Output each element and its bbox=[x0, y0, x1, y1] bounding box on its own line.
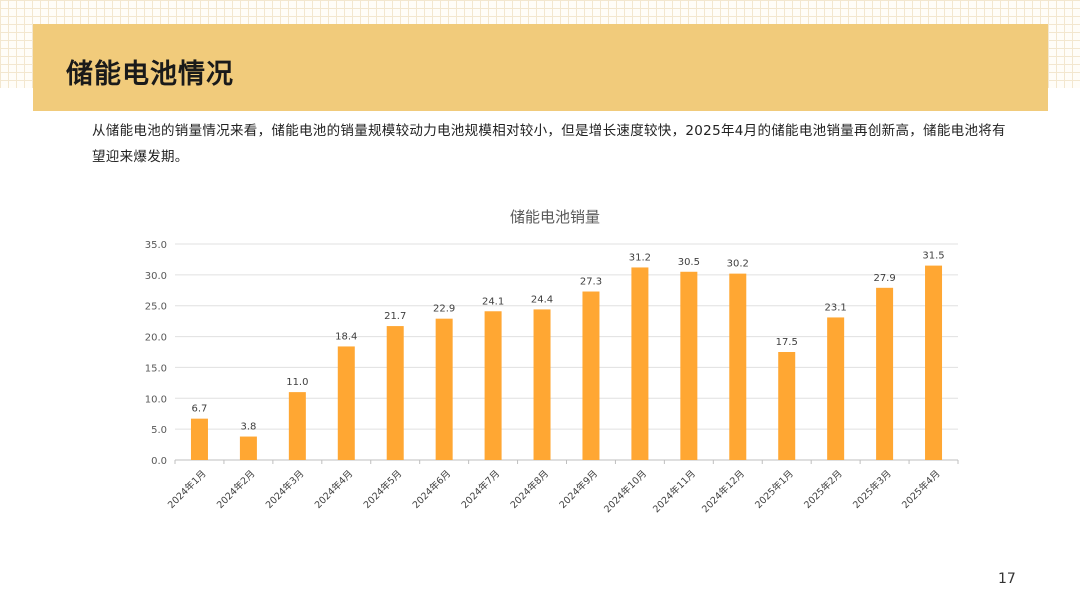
data-label: 21.7 bbox=[384, 311, 406, 322]
y-tick-label: 25.0 bbox=[145, 302, 167, 313]
bar bbox=[386, 326, 404, 460]
bar bbox=[631, 267, 649, 460]
x-tick-label: 2024年5月 bbox=[361, 468, 404, 511]
x-tick-label: 2024年6月 bbox=[410, 468, 453, 511]
x-tick-label: 2024年11月 bbox=[650, 468, 698, 516]
page-title: 储能电池情况 bbox=[66, 59, 234, 90]
y-tick-label: 0.0 bbox=[151, 456, 167, 467]
bar bbox=[337, 346, 355, 460]
x-tick-label: 2024年2月 bbox=[214, 468, 257, 511]
bar bbox=[484, 311, 502, 460]
x-tick-label: 2025年2月 bbox=[801, 468, 844, 511]
data-label: 11.0 bbox=[286, 377, 308, 388]
description-text: 从储能电池的销量情况来看，储能电池的销量规模较动力电池规模相对较小，但是增长速度… bbox=[92, 123, 1006, 165]
y-tick-label: 15.0 bbox=[145, 363, 167, 374]
data-label: 30.5 bbox=[678, 257, 700, 268]
bar bbox=[680, 271, 698, 460]
y-tick-label: 5.0 bbox=[151, 425, 167, 436]
x-tick-label: 2025年1月 bbox=[753, 468, 796, 511]
bar bbox=[925, 265, 943, 460]
y-tick-label: 10.0 bbox=[145, 394, 167, 405]
data-label: 27.3 bbox=[580, 277, 602, 288]
data-label: 31.2 bbox=[629, 252, 651, 263]
title-band bbox=[33, 24, 1048, 111]
bar bbox=[876, 287, 894, 460]
bar bbox=[729, 273, 747, 460]
data-label: 30.2 bbox=[727, 259, 749, 270]
data-label: 24.4 bbox=[531, 294, 553, 305]
x-tick-label: 2024年12月 bbox=[699, 468, 747, 516]
x-tick-label: 2024年9月 bbox=[557, 468, 600, 511]
bar bbox=[533, 309, 551, 460]
bar bbox=[190, 418, 208, 460]
data-label: 6.7 bbox=[192, 404, 208, 415]
bar bbox=[778, 352, 796, 460]
page-number: 17 bbox=[998, 571, 1016, 587]
bar bbox=[827, 317, 845, 460]
data-label: 24.1 bbox=[482, 296, 504, 307]
data-label: 22.9 bbox=[433, 304, 455, 315]
data-label: 31.5 bbox=[922, 251, 944, 262]
x-tick-label: 2024年4月 bbox=[312, 468, 355, 511]
data-label: 27.9 bbox=[873, 273, 895, 284]
x-tick-label: 2025年4月 bbox=[899, 468, 942, 511]
bar bbox=[288, 392, 306, 460]
bar bbox=[239, 436, 257, 460]
data-label: 18.4 bbox=[335, 331, 357, 342]
x-tick-label: 2024年3月 bbox=[263, 468, 306, 511]
x-tick-label: 2024年1月 bbox=[165, 468, 208, 511]
x-tick-label: 2024年10月 bbox=[601, 468, 649, 516]
bar bbox=[582, 291, 600, 460]
data-label: 23.1 bbox=[825, 302, 847, 313]
x-tick-label: 2024年7月 bbox=[459, 468, 502, 511]
chart-title: 储能电池销量 bbox=[510, 208, 600, 226]
y-tick-label: 35.0 bbox=[145, 240, 167, 251]
data-label: 3.8 bbox=[240, 422, 256, 433]
x-tick-label: 2025年3月 bbox=[850, 468, 893, 511]
bar bbox=[435, 318, 453, 460]
y-tick-label: 30.0 bbox=[145, 271, 167, 282]
y-tick-label: 20.0 bbox=[145, 333, 167, 344]
x-tick-label: 2024年8月 bbox=[508, 468, 551, 511]
data-label: 17.5 bbox=[776, 337, 798, 348]
